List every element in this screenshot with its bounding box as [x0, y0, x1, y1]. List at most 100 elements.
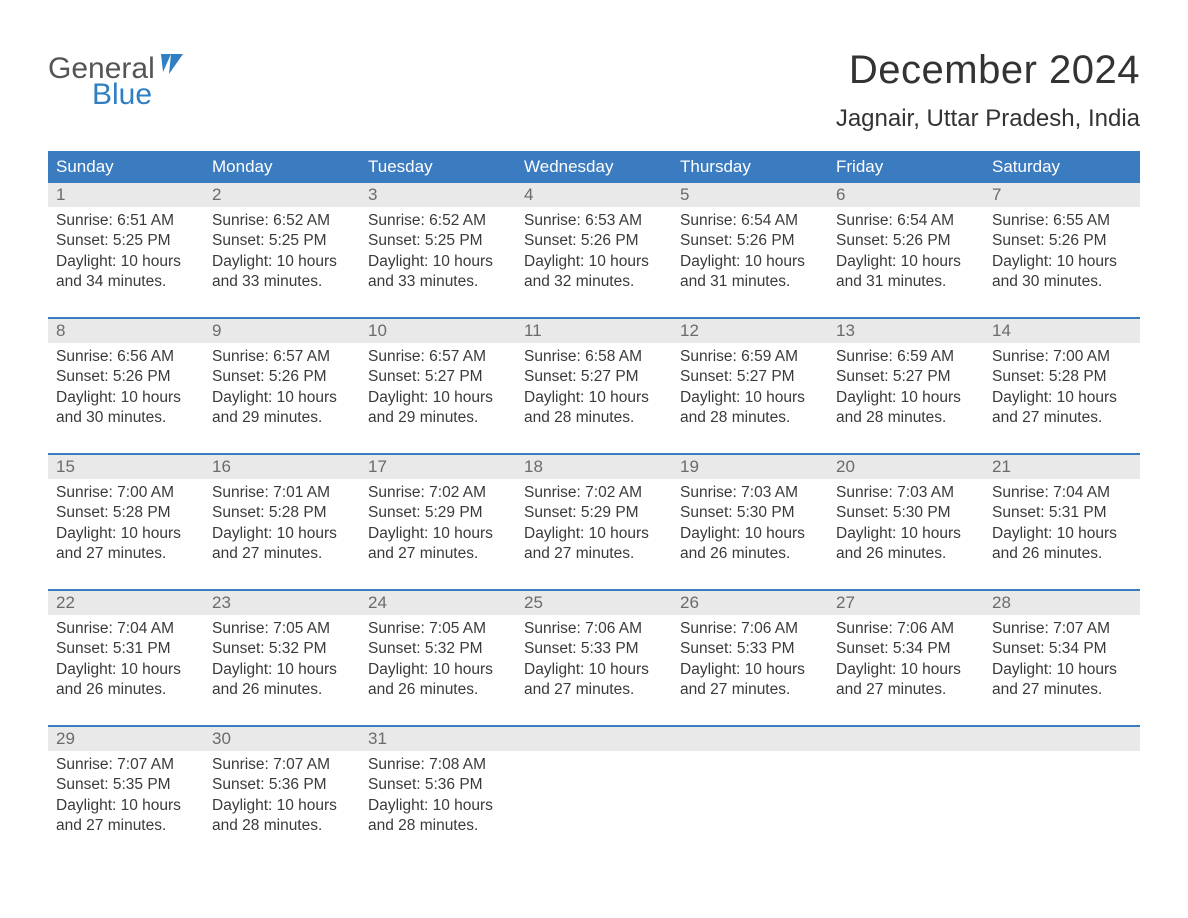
- day-sunrise: Sunrise: 7:02 AM: [524, 483, 664, 503]
- week-block: 15161718192021Sunrise: 7:00 AMSunset: 5:…: [48, 453, 1140, 575]
- title-block: December 2024 Jagnair, Uttar Pradesh, In…: [836, 48, 1140, 133]
- day-cell: Sunrise: 7:06 AMSunset: 5:33 PMDaylight:…: [516, 615, 672, 711]
- day-number: 10: [360, 319, 516, 343]
- day-sunrise: Sunrise: 6:58 AM: [524, 347, 664, 367]
- day-cell: Sunrise: 7:03 AMSunset: 5:30 PMDaylight:…: [672, 479, 828, 575]
- day-cell: Sunrise: 7:02 AMSunset: 5:29 PMDaylight:…: [360, 479, 516, 575]
- day-cell: Sunrise: 6:53 AMSunset: 5:26 PMDaylight:…: [516, 207, 672, 303]
- day-sunset: Sunset: 5:36 PM: [368, 775, 508, 795]
- day-sunset: Sunset: 5:27 PM: [524, 367, 664, 387]
- day-cell: Sunrise: 7:00 AMSunset: 5:28 PMDaylight:…: [48, 479, 204, 575]
- day-number-row: 22232425262728: [48, 591, 1140, 615]
- brand-text: General Blue: [48, 54, 195, 110]
- day-number: 23: [204, 591, 360, 615]
- day-number-row: 293031: [48, 727, 1140, 751]
- week-block: 293031Sunrise: 7:07 AMSunset: 5:35 PMDay…: [48, 725, 1140, 847]
- day-d1: Daylight: 10 hours: [368, 524, 508, 544]
- day-number: 28: [984, 591, 1140, 615]
- day-cell: Sunrise: 7:03 AMSunset: 5:30 PMDaylight:…: [828, 479, 984, 575]
- day-d1: Daylight: 10 hours: [680, 388, 820, 408]
- day-d2: and 27 minutes.: [368, 544, 508, 564]
- day-d1: Daylight: 10 hours: [56, 660, 196, 680]
- day-d2: and 26 minutes.: [836, 544, 976, 564]
- weekday-header: Friday: [828, 151, 984, 183]
- day-cell: Sunrise: 7:04 AMSunset: 5:31 PMDaylight:…: [984, 479, 1140, 575]
- day-d2: and 29 minutes.: [212, 408, 352, 428]
- day-d1: Daylight: 10 hours: [680, 524, 820, 544]
- day-body-row: Sunrise: 7:07 AMSunset: 5:35 PMDaylight:…: [48, 751, 1140, 847]
- day-d2: and 33 minutes.: [368, 272, 508, 292]
- day-cell: Sunrise: 6:57 AMSunset: 5:27 PMDaylight:…: [360, 343, 516, 439]
- day-number: 17: [360, 455, 516, 479]
- day-d2: and 27 minutes.: [212, 544, 352, 564]
- day-cell: Sunrise: 6:55 AMSunset: 5:26 PMDaylight:…: [984, 207, 1140, 303]
- day-sunset: Sunset: 5:30 PM: [680, 503, 820, 523]
- weekday-header: Tuesday: [360, 151, 516, 183]
- day-sunset: Sunset: 5:34 PM: [836, 639, 976, 659]
- day-d2: and 31 minutes.: [680, 272, 820, 292]
- day-sunrise: Sunrise: 6:55 AM: [992, 211, 1132, 231]
- day-sunrise: Sunrise: 6:54 AM: [836, 211, 976, 231]
- day-sunrise: Sunrise: 6:54 AM: [680, 211, 820, 231]
- week-block: 891011121314Sunrise: 6:56 AMSunset: 5:26…: [48, 317, 1140, 439]
- day-sunset: Sunset: 5:26 PM: [836, 231, 976, 251]
- day-number: 9: [204, 319, 360, 343]
- day-d1: Daylight: 10 hours: [836, 252, 976, 272]
- day-d2: and 27 minutes.: [524, 544, 664, 564]
- day-number: 8: [48, 319, 204, 343]
- day-number: 27: [828, 591, 984, 615]
- day-d2: and 27 minutes.: [680, 680, 820, 700]
- day-d2: and 26 minutes.: [992, 544, 1132, 564]
- day-number-row: 1234567: [48, 183, 1140, 207]
- day-cell: Sunrise: 6:57 AMSunset: 5:26 PMDaylight:…: [204, 343, 360, 439]
- day-sunset: Sunset: 5:33 PM: [524, 639, 664, 659]
- day-sunrise: Sunrise: 7:07 AM: [992, 619, 1132, 639]
- day-d1: Daylight: 10 hours: [992, 524, 1132, 544]
- day-number: 19: [672, 455, 828, 479]
- day-sunset: Sunset: 5:31 PM: [56, 639, 196, 659]
- day-sunrise: Sunrise: 7:08 AM: [368, 755, 508, 775]
- day-number: 6: [828, 183, 984, 207]
- day-sunrise: Sunrise: 7:06 AM: [680, 619, 820, 639]
- day-number: 16: [204, 455, 360, 479]
- day-d2: and 28 minutes.: [836, 408, 976, 428]
- day-d1: Daylight: 10 hours: [56, 388, 196, 408]
- day-cell: Sunrise: 7:07 AMSunset: 5:34 PMDaylight:…: [984, 615, 1140, 711]
- day-sunset: Sunset: 5:36 PM: [212, 775, 352, 795]
- day-d1: Daylight: 10 hours: [368, 252, 508, 272]
- day-sunrise: Sunrise: 7:04 AM: [56, 619, 196, 639]
- day-sunrise: Sunrise: 6:52 AM: [212, 211, 352, 231]
- day-sunset: Sunset: 5:29 PM: [368, 503, 508, 523]
- day-d1: Daylight: 10 hours: [836, 660, 976, 680]
- day-d1: Daylight: 10 hours: [212, 388, 352, 408]
- weekday-header: Sunday: [48, 151, 204, 183]
- weekday-header: Thursday: [672, 151, 828, 183]
- day-sunrise: Sunrise: 7:02 AM: [368, 483, 508, 503]
- day-sunrise: Sunrise: 7:05 AM: [212, 619, 352, 639]
- day-number: 11: [516, 319, 672, 343]
- day-d1: Daylight: 10 hours: [524, 660, 664, 680]
- day-d1: Daylight: 10 hours: [56, 252, 196, 272]
- day-sunset: Sunset: 5:26 PM: [992, 231, 1132, 251]
- day-sunset: Sunset: 5:26 PM: [680, 231, 820, 251]
- day-cell: Sunrise: 7:05 AMSunset: 5:32 PMDaylight:…: [360, 615, 516, 711]
- day-sunset: Sunset: 5:29 PM: [524, 503, 664, 523]
- day-sunrise: Sunrise: 6:59 AM: [836, 347, 976, 367]
- day-number: 22: [48, 591, 204, 615]
- day-d2: and 26 minutes.: [212, 680, 352, 700]
- day-sunrise: Sunrise: 7:04 AM: [992, 483, 1132, 503]
- day-number: 18: [516, 455, 672, 479]
- day-body-row: Sunrise: 7:00 AMSunset: 5:28 PMDaylight:…: [48, 479, 1140, 575]
- day-number: 1: [48, 183, 204, 207]
- day-number-row: 15161718192021: [48, 455, 1140, 479]
- day-d1: Daylight: 10 hours: [212, 796, 352, 816]
- day-d2: and 31 minutes.: [836, 272, 976, 292]
- day-d2: and 29 minutes.: [368, 408, 508, 428]
- day-cell: Sunrise: 7:02 AMSunset: 5:29 PMDaylight:…: [516, 479, 672, 575]
- day-sunrise: Sunrise: 7:01 AM: [212, 483, 352, 503]
- day-d2: and 33 minutes.: [212, 272, 352, 292]
- day-cell: Sunrise: 6:51 AMSunset: 5:25 PMDaylight:…: [48, 207, 204, 303]
- day-sunrise: Sunrise: 6:57 AM: [368, 347, 508, 367]
- day-number: 7: [984, 183, 1140, 207]
- day-d1: Daylight: 10 hours: [368, 388, 508, 408]
